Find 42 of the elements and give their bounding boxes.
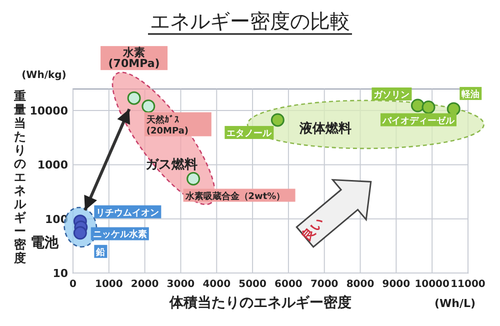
- y-tick-label: 10000: [30, 104, 68, 118]
- x-tick-label: 1000: [94, 279, 123, 290]
- annotation: 軽油: [460, 88, 480, 100]
- x-tick-label: 2000: [130, 279, 159, 290]
- annotation: 鉛: [95, 246, 106, 258]
- annotation: 水素 (70MPa): [108, 46, 160, 70]
- point: [142, 100, 156, 114]
- y-tick-label: 1000: [37, 158, 68, 172]
- point: [270, 113, 284, 127]
- series-label: 電池: [30, 235, 60, 252]
- text: (Wh/kg): [22, 70, 66, 81]
- x-tick-label: 7000: [310, 279, 338, 290]
- annotation: ガソリン: [374, 89, 410, 100]
- annotation: 良い: [298, 214, 328, 245]
- text: 重量当たりのエネルギー密度: [14, 89, 26, 265]
- annotation: エタノール: [226, 128, 273, 139]
- annotation: バイオディーゼル: [382, 115, 456, 126]
- legend-label: 液体燃料: [298, 120, 352, 136]
- point: [410, 98, 424, 112]
- annotation: 水素吸蔵合金（2wt%）: [184, 190, 286, 202]
- x-axis-title: 体積当たりのエネルギー密度: [168, 294, 352, 311]
- x-tick-label: 4000: [202, 279, 231, 290]
- point: [446, 102, 460, 116]
- point: [186, 172, 200, 186]
- point: [422, 100, 436, 114]
- point: [127, 91, 141, 105]
- x-tick-label: 9000: [382, 279, 410, 290]
- x-tick-label: 0: [70, 279, 77, 290]
- annotation: ニッケル水素: [92, 229, 147, 240]
- text: (Wh/L): [434, 297, 476, 310]
- annotation: リチウムイオン: [96, 208, 160, 218]
- y-tick-label: 100: [45, 212, 68, 226]
- y-tick-label: 10: [52, 267, 68, 280]
- annotation: 天然ｶﾞｽ (20MPa): [145, 114, 189, 136]
- x-tick-label: 3000: [166, 279, 195, 290]
- x-tick-label: 6000: [274, 279, 302, 290]
- x-tick-label: 8000: [346, 279, 374, 290]
- x-tick-label: 11000: [450, 279, 486, 290]
- series-label: ガス燃料: [146, 157, 198, 172]
- chart-title: エネルギー密度の比較: [150, 9, 350, 33]
- x-tick-label: 5000: [238, 279, 266, 290]
- x-tick-label: 10000: [414, 279, 450, 290]
